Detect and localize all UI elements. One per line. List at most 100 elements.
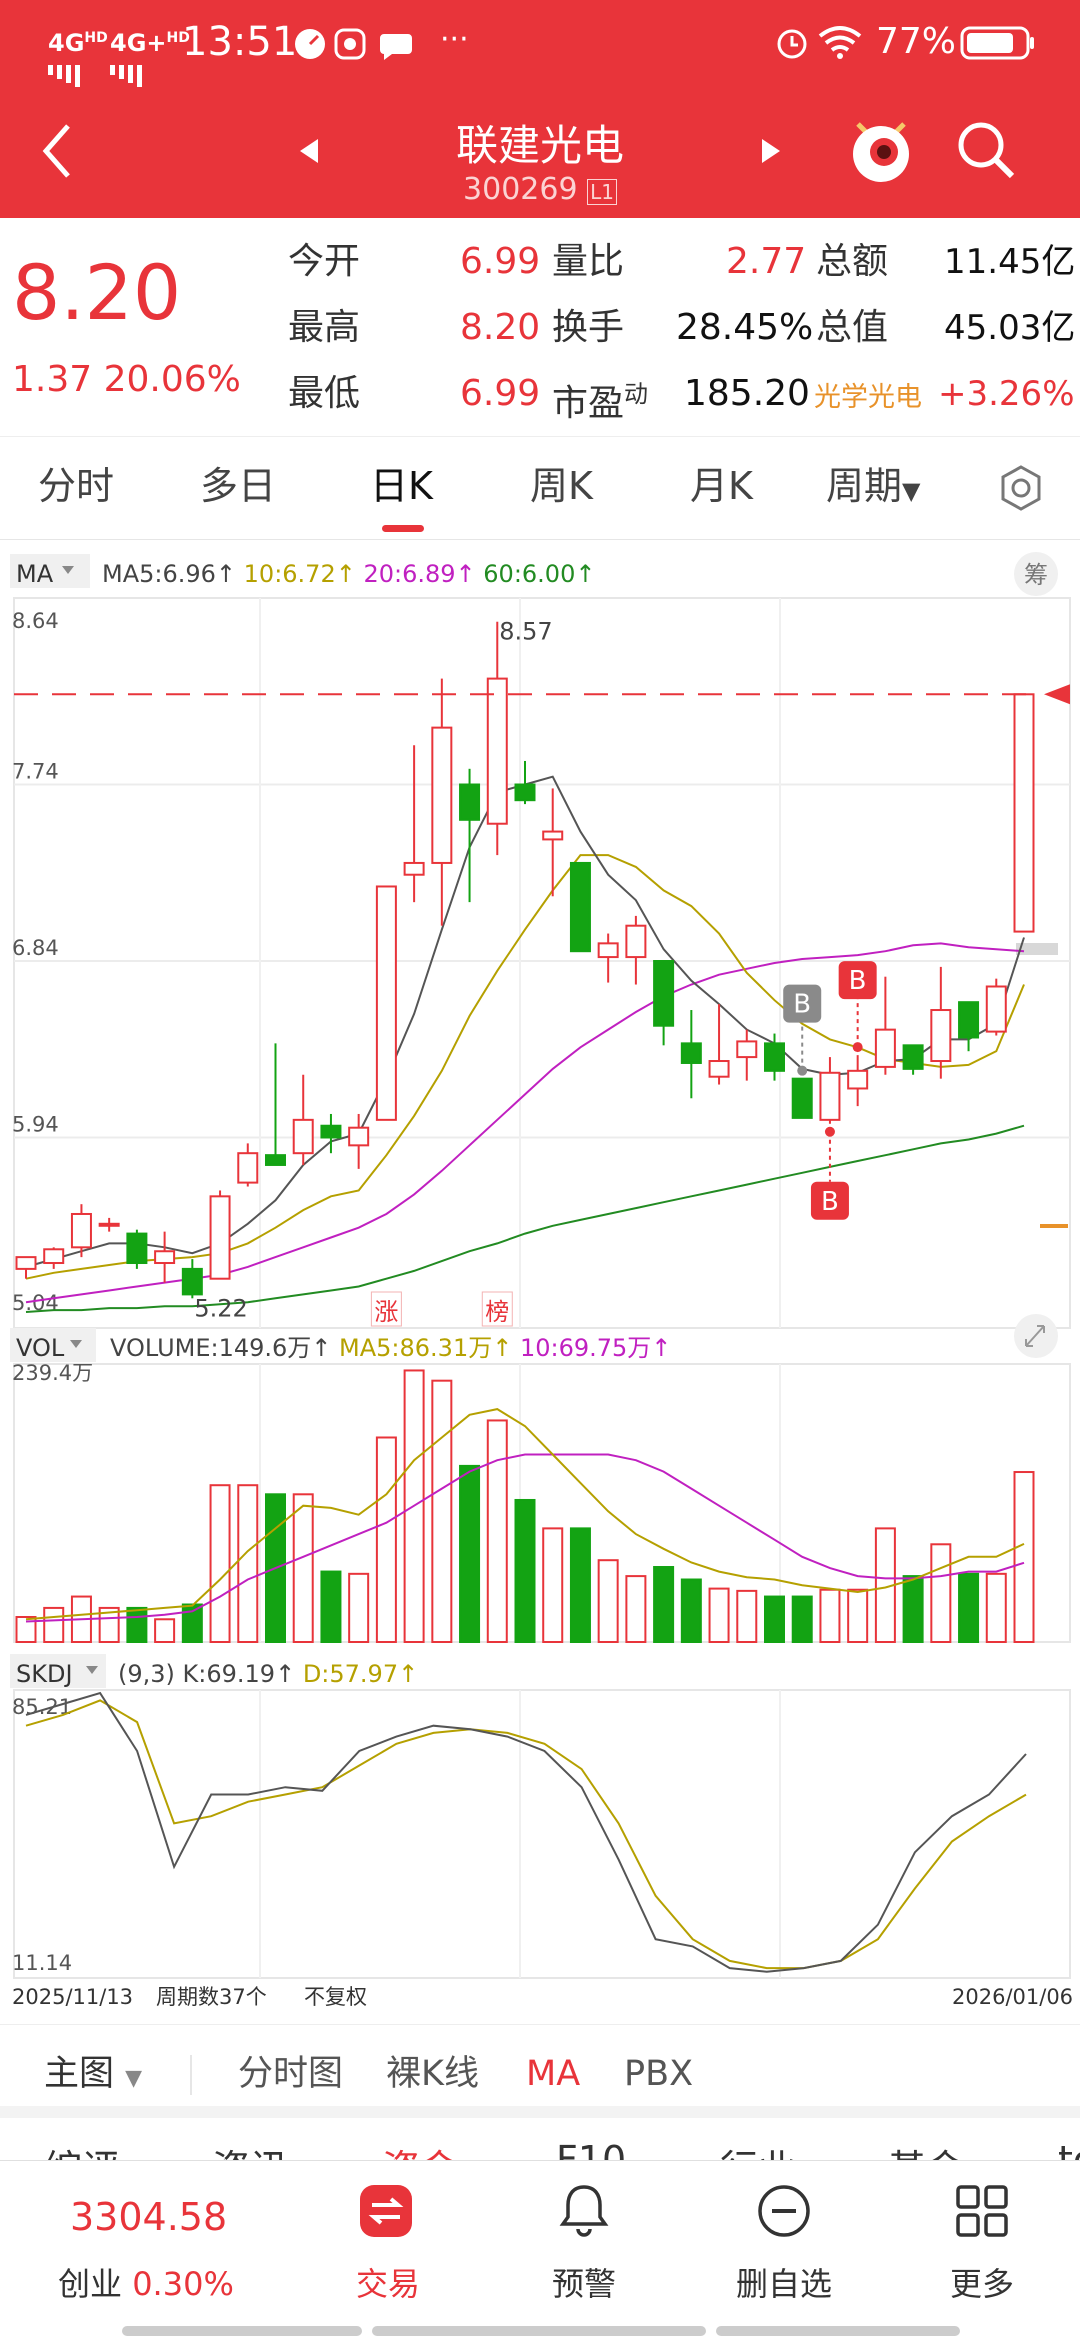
legend-entry: 10:6.72↑ <box>244 560 364 588</box>
minus-circle-icon[interactable] <box>756 2183 812 2239</box>
volume-bar <box>958 1572 980 1644</box>
toolbar-naked-k[interactable]: 裸K线 <box>386 2054 479 2094</box>
prev-stock-icon[interactable] <box>296 136 322 166</box>
label-turnover-rate: 换手 <box>552 307 625 348</box>
kdj-legend: (9,3) K:69.19↑ D:57.97↑ <box>118 1660 418 1688</box>
volume-bar <box>708 1587 730 1644</box>
toolbar-intraday[interactable]: 分时图 <box>238 2054 344 2094</box>
stock-code: 300269 <box>463 172 578 207</box>
tab-multi-day[interactable]: 多日 <box>200 464 277 508</box>
main-frame <box>13 597 1071 1329</box>
value-turnover-rate: 28.45% <box>676 307 814 348</box>
main-grid <box>13 597 1071 1329</box>
alarm-wifi-icons <box>777 26 862 59</box>
kline-chart[interactable]: MA MA5:6.96↑ 10:6.72↑ 20:6.89↑ 60:6.00↑ … <box>0 544 1080 2024</box>
nav-remove-watch[interactable]: 删自选 <box>735 2265 832 2303</box>
buy-signal-label: B <box>821 1187 839 1217</box>
candle <box>126 1232 148 1265</box>
tab-intraday[interactable]: 分时 <box>38 464 115 508</box>
tab-monthly-k[interactable]: 月K <box>690 464 753 508</box>
tab-weekly-k[interactable]: 周K <box>530 464 593 508</box>
indicator-vol[interactable]: VOL <box>16 1334 65 1362</box>
kdj-d-line <box>25 1699 1027 1970</box>
nav-more[interactable]: 更多 <box>949 2265 1014 2303</box>
main-chart-selector[interactable]: 主图 ▼ <box>44 2054 143 2094</box>
candle <box>15 1256 37 1270</box>
candle <box>43 1248 65 1265</box>
kdj-params: (9,3) <box>118 1660 183 1688</box>
candle <box>542 830 564 841</box>
tab-daily-k[interactable]: 日K <box>370 464 433 508</box>
grid-icon[interactable] <box>954 2183 1010 2239</box>
home-indicator <box>122 2326 362 2336</box>
toolbar-ma[interactable]: MA <box>526 2054 581 2094</box>
signal-dot <box>824 1126 835 1137</box>
info-tab-news[interactable]: 资讯 <box>212 2138 288 2162</box>
adjust-mode[interactable]: 不复权 <box>304 1985 367 2009</box>
value-turnover-amount: 11.45亿 <box>944 242 1076 282</box>
info-tab-fund[interactable]: 基金 <box>888 2138 964 2162</box>
volume-bar <box>43 1606 65 1644</box>
info-tab-more[interactable]: top <box>1058 2138 1080 2162</box>
volume-bar <box>542 1527 564 1644</box>
buy-signal-badge <box>783 984 822 1023</box>
indicator-skdj[interactable]: SKDJ <box>16 1660 73 1688</box>
candle <box>237 1152 259 1184</box>
nav-alert[interactable]: 预警 <box>551 2265 616 2303</box>
indicator-selector-box <box>10 554 90 588</box>
legend-entry: VOLUME:149.6万↑ <box>110 1334 339 1362</box>
chip-label[interactable]: 筹 <box>1024 561 1048 589</box>
battery-percent: 77% <box>876 21 957 62</box>
info-tab-f10[interactable]: F10 <box>556 2138 627 2162</box>
toolbar-pbx[interactable]: PBX <box>624 2054 694 2094</box>
buy-signal-label: B <box>793 990 811 1020</box>
volume-bar <box>514 1498 536 1643</box>
more-notifications: ··· <box>440 22 469 57</box>
candle <box>958 1001 980 1039</box>
indicator-ma[interactable]: MA <box>16 560 54 588</box>
quote-panel: 8.20 1.37 20.06% 今开 6.99 量比 2.77 总额 11.4… <box>0 218 1080 434</box>
current-price-pointer <box>1044 684 1070 705</box>
candle <box>403 861 425 876</box>
volume-bar <box>1013 1471 1035 1643</box>
label-volume-ratio: 量比 <box>552 241 625 282</box>
ma10-line <box>25 854 1025 1280</box>
index-value[interactable]: 3304.58 <box>70 2195 228 2239</box>
volume-bar <box>902 1575 924 1644</box>
back-icon[interactable] <box>38 118 78 184</box>
volume-bar <box>930 1543 952 1644</box>
bell-icon[interactable] <box>556 2181 612 2241</box>
candle <box>625 924 647 959</box>
nav-trade[interactable]: 交易 <box>355 2265 420 2303</box>
info-tab-overview[interactable]: 综评 <box>44 2138 120 2162</box>
sector-change[interactable]: +3.26% <box>938 374 1075 414</box>
label-turnover-amount: 总额 <box>816 241 889 282</box>
mascot-icon[interactable] <box>846 112 916 190</box>
dragon-tiger-marker[interactable]: 榜 <box>485 1298 509 1326</box>
candle <box>459 783 481 821</box>
search-icon[interactable] <box>954 118 1018 182</box>
label-low: 最低 <box>288 373 361 414</box>
volume-bar <box>569 1527 591 1644</box>
index-info[interactable]: 创业 0.30% <box>58 2265 234 2303</box>
signal-bars-icon <box>48 65 108 87</box>
caret-down-icon: ▼ <box>902 477 921 505</box>
trade-icon[interactable] <box>358 2183 414 2239</box>
volume-bar <box>348 1572 370 1644</box>
label-pe: 市盈动 <box>552 380 649 424</box>
current-price: 8.20 <box>12 248 182 337</box>
limit-up-marker[interactable]: 涨 <box>374 1298 398 1326</box>
volume-bar <box>597 1559 619 1644</box>
vol-selector-box <box>10 1328 96 1362</box>
y-axis-label: 8.64 <box>12 609 59 633</box>
info-tab-industry[interactable]: 行业 <box>720 2138 796 2162</box>
next-stock-icon[interactable] <box>758 136 784 166</box>
legend-entry: 20:6.89↑ <box>363 560 483 588</box>
info-tab-capital[interactable]: 资金 <box>382 2138 458 2162</box>
settings-icon[interactable] <box>996 463 1046 513</box>
volume-bar <box>486 1419 508 1643</box>
legend-entry: 10:69.75万↑ <box>520 1334 671 1362</box>
volume-bar <box>791 1595 813 1644</box>
tab-period[interactable]: 周期▼ <box>826 464 921 508</box>
sector-name[interactable]: 光学光电 <box>814 382 922 413</box>
